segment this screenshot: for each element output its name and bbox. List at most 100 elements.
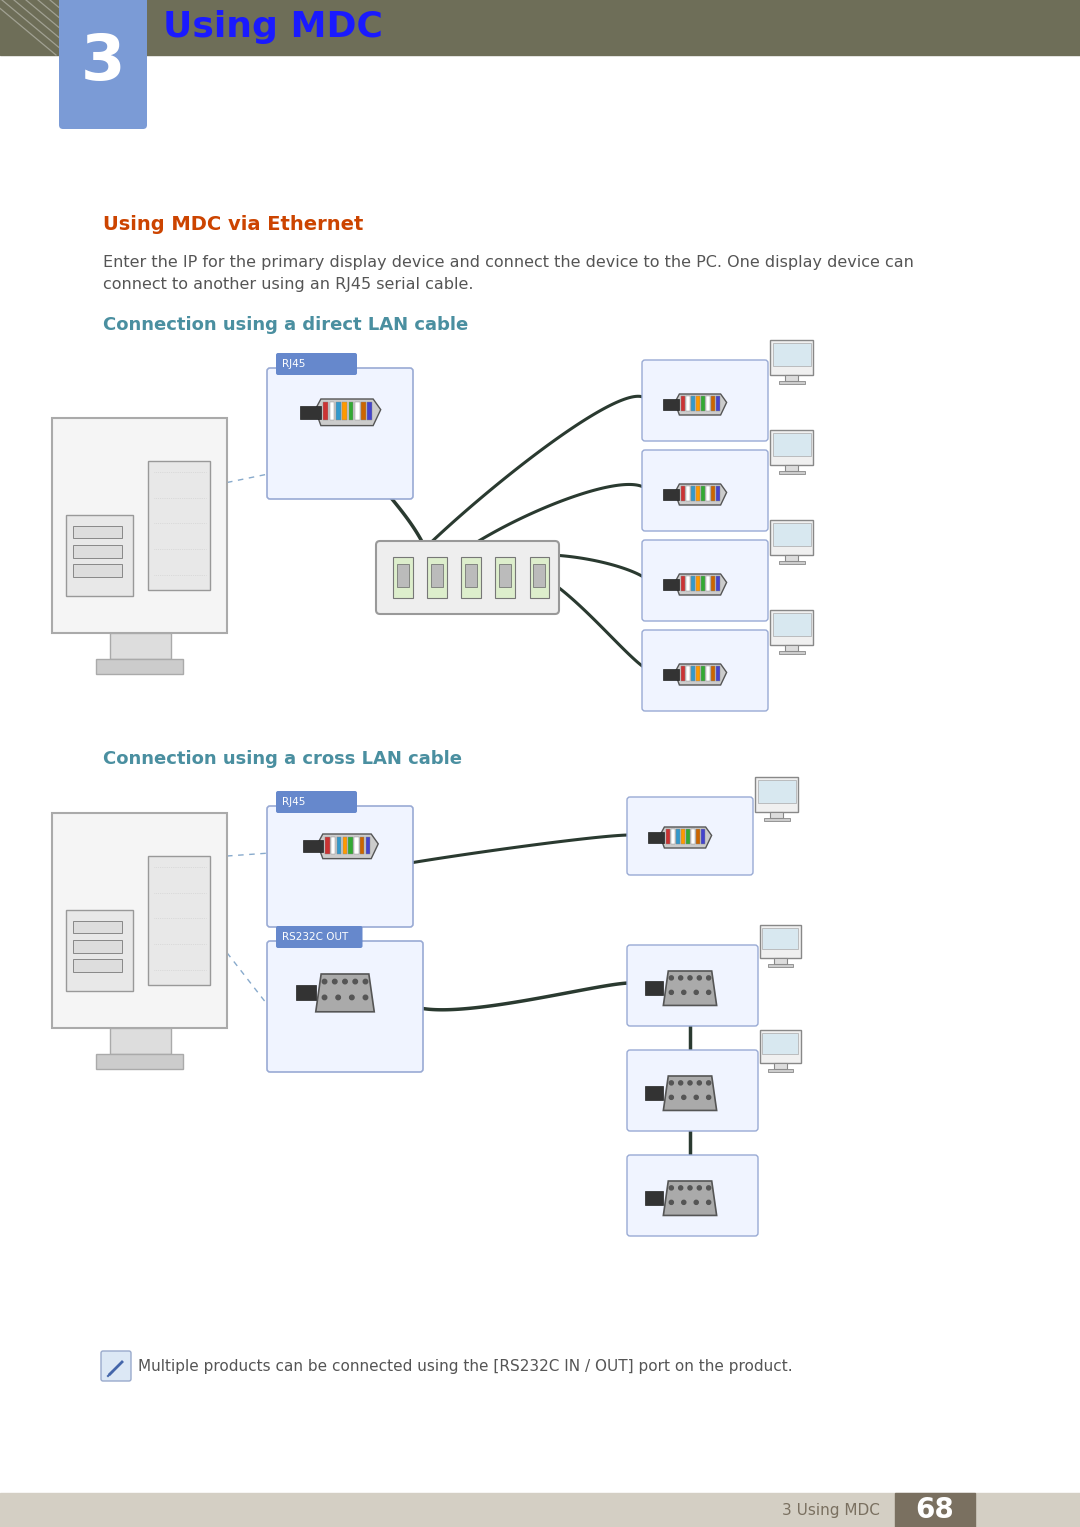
Bar [716,576,719,591]
Bar [779,651,805,654]
Circle shape [698,1081,701,1086]
Polygon shape [663,1077,717,1110]
Bar [687,666,690,681]
Bar [697,576,700,591]
FancyBboxPatch shape [267,941,423,1072]
Circle shape [678,1081,683,1086]
Bar [701,666,705,681]
FancyBboxPatch shape [376,541,559,614]
Polygon shape [663,971,717,1005]
Bar [396,563,409,588]
Text: Multiple products can be connected using the [RS232C IN / OUT] port on the produ: Multiple products can be connected using… [138,1359,793,1374]
Polygon shape [663,1180,717,1215]
Bar [757,780,796,803]
Bar [73,939,122,953]
Bar [355,402,360,420]
Circle shape [688,976,692,980]
Circle shape [342,979,348,983]
Bar [697,395,700,411]
Bar [711,395,715,411]
Circle shape [678,976,683,980]
Bar [676,829,680,844]
Text: Connection using a direct LAN cable: Connection using a direct LAN cable [103,316,469,334]
Bar [464,563,477,588]
Circle shape [694,991,699,994]
Polygon shape [675,484,727,505]
Bar [760,1031,800,1063]
Bar [716,486,719,501]
Bar [431,563,443,588]
Bar [716,395,719,411]
Text: Using MDC: Using MDC [163,11,383,44]
Bar [768,964,793,967]
Bar [711,486,715,501]
Bar [646,1086,663,1099]
Bar [701,486,705,501]
Bar [770,521,813,554]
Circle shape [322,979,327,983]
Bar [349,837,353,854]
FancyBboxPatch shape [427,557,447,599]
Bar [52,812,227,1028]
FancyBboxPatch shape [627,797,753,875]
Bar [332,837,336,854]
Bar [73,525,122,539]
Bar [672,829,675,844]
Bar [711,576,715,591]
Bar [772,524,811,547]
FancyBboxPatch shape [642,360,768,441]
Bar [687,486,690,501]
FancyBboxPatch shape [529,557,549,599]
Bar [73,921,122,933]
Bar [691,486,696,501]
Polygon shape [675,394,727,415]
Text: 3 Using MDC: 3 Using MDC [782,1503,880,1518]
Bar [663,399,679,409]
Bar [336,402,340,420]
Circle shape [698,1186,701,1190]
FancyBboxPatch shape [627,945,758,1026]
Bar [337,837,341,854]
Bar [895,1493,975,1527]
Bar [711,666,715,681]
Bar [779,560,805,565]
Bar [785,374,798,380]
Text: RS232C OUT: RS232C OUT [282,931,348,942]
Text: Enter the IP for the primary display device and connect the device to the PC. On: Enter the IP for the primary display dev… [103,255,914,270]
Bar [697,829,700,844]
FancyBboxPatch shape [267,806,413,927]
Bar [768,1069,793,1072]
Bar [697,486,700,501]
Bar [706,395,710,411]
Bar [681,395,685,411]
Bar [779,470,805,475]
FancyBboxPatch shape [59,0,147,128]
Circle shape [670,976,674,980]
Bar [681,666,685,681]
Bar [779,380,805,385]
Text: Connection using a cross LAN cable: Connection using a cross LAN cable [103,750,462,768]
FancyBboxPatch shape [642,450,768,531]
Text: connect to another using an RJ45 serial cable.: connect to another using an RJ45 serial … [103,276,473,292]
Polygon shape [315,399,381,426]
Circle shape [698,976,701,980]
Bar [666,829,671,844]
Bar [148,461,210,589]
FancyBboxPatch shape [267,368,413,499]
Polygon shape [660,828,712,847]
Text: 68: 68 [916,1496,955,1524]
Bar [706,576,710,591]
Bar [701,829,705,844]
Bar [534,563,545,588]
Bar [52,418,227,634]
Bar [770,811,783,818]
FancyBboxPatch shape [393,557,413,599]
Circle shape [670,991,674,994]
FancyBboxPatch shape [627,1154,758,1235]
Bar [148,857,210,985]
FancyBboxPatch shape [496,557,515,599]
Bar [66,515,133,597]
FancyBboxPatch shape [276,353,357,376]
Text: RJ45: RJ45 [282,359,306,370]
Bar [663,669,679,680]
